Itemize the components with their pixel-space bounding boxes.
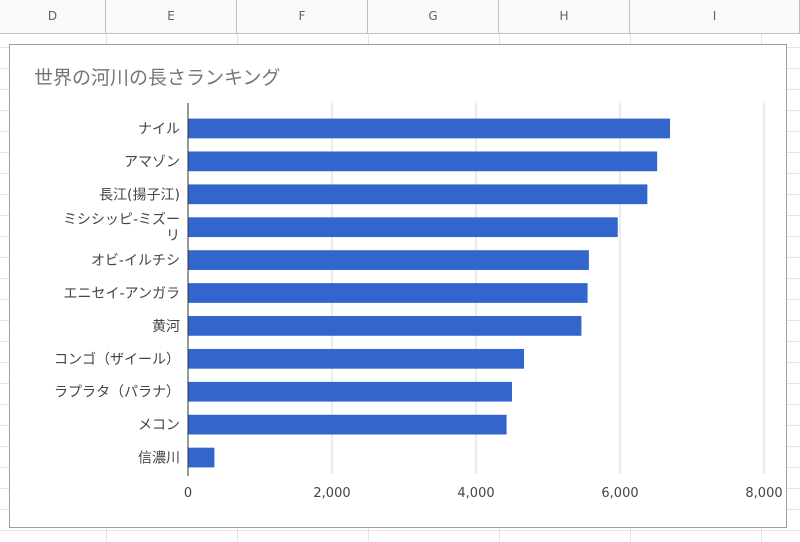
category-label: 長江(揚子江) xyxy=(99,186,180,203)
x-tick-label: 4,000 xyxy=(457,486,494,501)
bar xyxy=(188,381,512,402)
bar xyxy=(188,414,507,435)
bar xyxy=(188,151,658,172)
x-tick-label: 6,000 xyxy=(601,486,638,501)
category-label: 信濃川 xyxy=(138,451,180,467)
x-tick-label: 0 xyxy=(184,486,192,501)
bar xyxy=(188,250,589,270)
x-tick-label: 8,000 xyxy=(745,486,782,501)
column-header-row: D E F G H I xyxy=(0,0,800,34)
x-tick-label: 2,000 xyxy=(313,486,350,501)
category-label: 黄河 xyxy=(152,318,180,335)
column-header-f[interactable]: F xyxy=(237,0,368,33)
bar xyxy=(188,348,525,369)
chart-title: 世界の河川の長さランキング xyxy=(34,67,281,89)
bar xyxy=(188,447,215,468)
category-label: オビ-イルチシ xyxy=(91,253,180,269)
bar xyxy=(188,316,582,336)
category-label: エニセイ-アンガラ xyxy=(64,286,181,302)
column-header-e[interactable]: E xyxy=(106,0,237,33)
bar xyxy=(188,283,588,303)
column-header-h[interactable]: H xyxy=(499,0,630,33)
category-label: メコン xyxy=(138,418,180,434)
category-label: ナイル xyxy=(138,121,180,137)
category-label: コンゴ（ザイール） xyxy=(54,351,180,368)
bar xyxy=(188,118,671,139)
bar xyxy=(188,184,648,205)
category-label: ミシシッピ-ミズー xyxy=(63,212,180,228)
category-label: アマゾン xyxy=(124,154,180,170)
column-header-d[interactable]: D xyxy=(0,0,106,33)
category-label: ラプラタ（パラナ） xyxy=(54,385,180,401)
bar xyxy=(188,217,618,238)
category-label: リ xyxy=(166,228,180,244)
column-header-g[interactable]: G xyxy=(368,0,499,33)
